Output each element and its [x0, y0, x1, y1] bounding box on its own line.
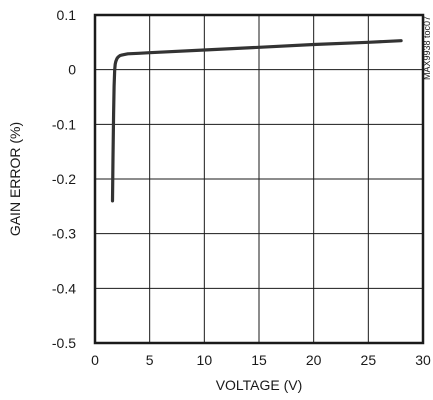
y-tick-label: 0.1: [57, 7, 77, 23]
chart-annotation: MAX9938 toc07: [422, 16, 432, 80]
y-axis-ticks: 0.1 0 -0.1 -0.2 -0.3 -0.4 -0.5: [52, 7, 76, 351]
y-axis-label: GAIN ERROR (%): [7, 122, 23, 236]
y-tick-label: -0.3: [52, 226, 76, 242]
x-tick-label: 20: [306, 352, 322, 368]
y-tick-label: -0.5: [52, 335, 76, 351]
y-tick-label: -0.1: [52, 116, 76, 132]
plot-frame: [93, 13, 425, 345]
x-tick-label: 30: [415, 352, 431, 368]
x-tick-label: 25: [361, 352, 377, 368]
x-tick-label: 15: [251, 352, 267, 368]
x-tick-label: 0: [91, 352, 99, 368]
x-axis-ticks: 0 5 10 15 20 25 30: [91, 352, 431, 368]
chart-grid: [95, 15, 423, 343]
series-line: [110, 39, 403, 203]
y-tick-label: -0.4: [52, 280, 76, 296]
y-tick-label: 0: [68, 62, 76, 78]
x-axis-label: VOLTAGE (V): [216, 377, 303, 393]
x-tick-label: 10: [197, 352, 213, 368]
y-tick-label: -0.2: [52, 171, 76, 187]
x-tick-label: 5: [146, 352, 154, 368]
